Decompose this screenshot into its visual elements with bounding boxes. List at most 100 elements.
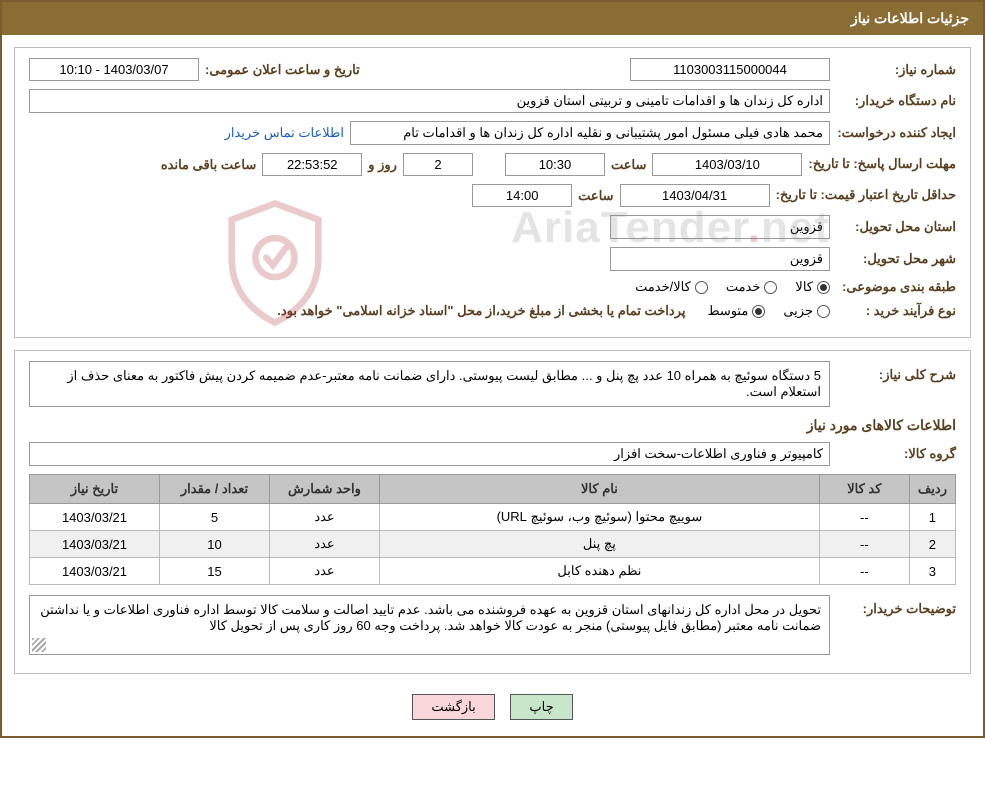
col-unit: واحد شمارش	[270, 475, 380, 504]
radio-small[interactable]: جزیی	[783, 303, 830, 319]
buyer-org-field: اداره کل زندان ها و اقدامات تامینی و ترب…	[29, 89, 830, 113]
radio-dot-icon	[695, 281, 708, 294]
validity-label: حداقل تاریخ اعتبار قیمت: تا تاریخ:	[776, 187, 956, 204]
general-desc-text: 5 دستگاه سوئیچ به همراه 10 عدد پچ پنل و …	[29, 361, 830, 407]
announce-label: تاریخ و ساعت اعلان عمومی:	[205, 62, 360, 78]
table-cell: 3	[909, 558, 955, 585]
content-area: AriaTender.net شماره نیاز: 1103003115000…	[2, 35, 983, 736]
city-field: قزوین	[610, 247, 830, 271]
goods-panel: شرح کلی نیاز: 5 دستگاه سوئیچ به همراه 10…	[14, 350, 971, 674]
announce-value: 1403/03/07 - 10:10	[29, 58, 199, 81]
need-details-panel: AriaTender.net شماره نیاز: 1103003115000…	[14, 47, 971, 338]
table-cell: 1403/03/21	[30, 531, 160, 558]
category-label: طبقه بندی موضوعی:	[836, 279, 956, 295]
validity-date: 1403/04/31	[620, 184, 770, 207]
print-button[interactable]: چاپ	[510, 694, 572, 720]
row-general-desc: شرح کلی نیاز: 5 دستگاه سوئیچ به همراه 10…	[29, 361, 956, 407]
province-label: استان محل تحویل:	[836, 219, 956, 235]
col-code: کد کالا	[819, 475, 909, 504]
col-date: تاریخ نیاز	[30, 475, 160, 504]
main-frame: جزئیات اطلاعات نیاز AriaTender.net شماره…	[0, 0, 985, 738]
process-label: نوع فرآیند خرید :	[836, 303, 956, 319]
general-desc-label: شرح کلی نیاز:	[836, 361, 956, 383]
deadline-send-time: 10:30	[505, 153, 605, 176]
col-row-num: ردیف	[909, 475, 955, 504]
buyer-notes-label: توضیحات خریدار:	[836, 595, 956, 617]
row-need-number: شماره نیاز: 1103003115000044 تاریخ و ساع…	[29, 58, 956, 81]
table-cell: 1403/03/21	[30, 558, 160, 585]
requester-field: محمد هادی فیلی مسئول امور پشتیبانی و نقل…	[350, 121, 830, 145]
table-cell: 15	[160, 558, 270, 585]
radio-dot-icon	[817, 281, 830, 294]
radio-goods[interactable]: کالا	[795, 279, 830, 295]
col-qty: تعداد / مقدار	[160, 475, 270, 504]
radio-dot-icon	[817, 305, 830, 318]
buyer-notes-text: تحویل در محل اداره کل زندانهای استان قزو…	[29, 595, 830, 655]
row-buyer-notes: توضیحات خریدار: تحویل در محل اداره کل زن…	[29, 595, 956, 655]
deadline-send-date: 1403/03/10	[652, 153, 802, 176]
category-radio-group: کالا خدمت کالا/خدمت	[635, 279, 830, 295]
needed-goods-title: اطلاعات کالاهای مورد نیاز	[29, 417, 956, 434]
row-requester: ایجاد کننده درخواست: محمد هادی فیلی مسئو…	[29, 121, 956, 145]
radio-dot-icon	[764, 281, 777, 294]
row-group: گروه کالا: کامپیوتر و فناوری اطلاعات-سخت…	[29, 442, 956, 466]
buyer-contact-link[interactable]: اطلاعات تماس خریدار	[225, 125, 344, 141]
radio-service[interactable]: خدمت	[726, 279, 778, 295]
need-number-field: 1103003115000044	[630, 58, 830, 81]
validity-time: 14:00	[472, 184, 572, 207]
resize-handle-icon	[32, 638, 46, 652]
group-label: گروه کالا:	[836, 446, 956, 462]
city-label: شهر محل تحویل:	[836, 251, 956, 267]
radio-medium-label: متوسط	[707, 303, 748, 319]
process-radio-group: جزیی متوسط	[707, 303, 830, 319]
group-field: کامپیوتر و فناوری اطلاعات-سخت افزار	[29, 442, 830, 466]
radio-small-label: جزیی	[783, 303, 813, 319]
row-validity: حداقل تاریخ اعتبار قیمت: تا تاریخ: 1403/…	[29, 184, 956, 207]
deadline-send-label: مهلت ارسال پاسخ: تا تاریخ:	[808, 156, 956, 173]
need-number-label: شماره نیاز:	[836, 62, 956, 78]
page-title: جزئیات اطلاعات نیاز	[851, 10, 969, 26]
table-cell: --	[819, 558, 909, 585]
requester-label: ایجاد کننده درخواست:	[836, 125, 956, 141]
row-process: نوع فرآیند خرید : جزیی متوسط پرداخت تمام…	[29, 303, 956, 319]
table-row: 1--سوییچ محتوا (سوئیچ وب، سوئیچ URL)عدد5…	[30, 504, 956, 531]
time-remaining-field: 22:53:52	[262, 153, 362, 176]
page-header: جزئیات اطلاعات نیاز	[2, 2, 983, 35]
province-field: قزوین	[610, 215, 830, 239]
days-label: روز و	[368, 157, 397, 173]
radio-goods-service-label: کالا/خدمت	[635, 279, 691, 295]
table-cell: عدد	[270, 504, 380, 531]
radio-goods-label: کالا	[795, 279, 813, 295]
goods-table: ردیف کد کالا نام کالا واحد شمارش تعداد /…	[29, 474, 956, 585]
table-cell: 5	[160, 504, 270, 531]
table-row: 3--نظم دهنده کابلعدد151403/03/21	[30, 558, 956, 585]
hour-label-1: ساعت	[611, 157, 646, 173]
radio-service-label: خدمت	[726, 279, 761, 295]
buyer-notes-content: تحویل در محل اداره کل زندانهای استان قزو…	[40, 602, 821, 633]
table-cell: عدد	[270, 558, 380, 585]
table-cell: 10	[160, 531, 270, 558]
col-name: نام کالا	[380, 475, 820, 504]
hour-label-2: ساعت	[578, 188, 613, 204]
table-cell: نظم دهنده کابل	[380, 558, 820, 585]
row-deadline-send: مهلت ارسال پاسخ: تا تاریخ: 1403/03/10 سا…	[29, 153, 956, 176]
radio-dot-icon	[752, 305, 765, 318]
table-head: ردیف کد کالا نام کالا واحد شمارش تعداد /…	[30, 475, 956, 504]
table-row: 2--پچ پنلعدد101403/03/21	[30, 531, 956, 558]
table-cell: 1	[909, 504, 955, 531]
process-desc: پرداخت تمام یا بخشی از مبلغ خرید،از محل …	[277, 303, 685, 319]
row-city: شهر محل تحویل: قزوین	[29, 247, 956, 271]
radio-medium[interactable]: متوسط	[707, 303, 765, 319]
table-cell: --	[819, 504, 909, 531]
table-body: 1--سوییچ محتوا (سوئیچ وب، سوئیچ URL)عدد5…	[30, 504, 956, 585]
table-cell: 1403/03/21	[30, 504, 160, 531]
radio-goods-service[interactable]: کالا/خدمت	[635, 279, 708, 295]
back-button[interactable]: بازگشت	[412, 694, 494, 720]
table-cell: عدد	[270, 531, 380, 558]
remaining-label: ساعت باقی مانده	[161, 157, 256, 173]
table-cell: پچ پنل	[380, 531, 820, 558]
table-cell: --	[819, 531, 909, 558]
row-buyer-org: نام دستگاه خریدار: اداره کل زندان ها و ا…	[29, 89, 956, 113]
row-province: استان محل تحویل: قزوین	[29, 215, 956, 239]
buyer-org-label: نام دستگاه خریدار:	[836, 93, 956, 109]
